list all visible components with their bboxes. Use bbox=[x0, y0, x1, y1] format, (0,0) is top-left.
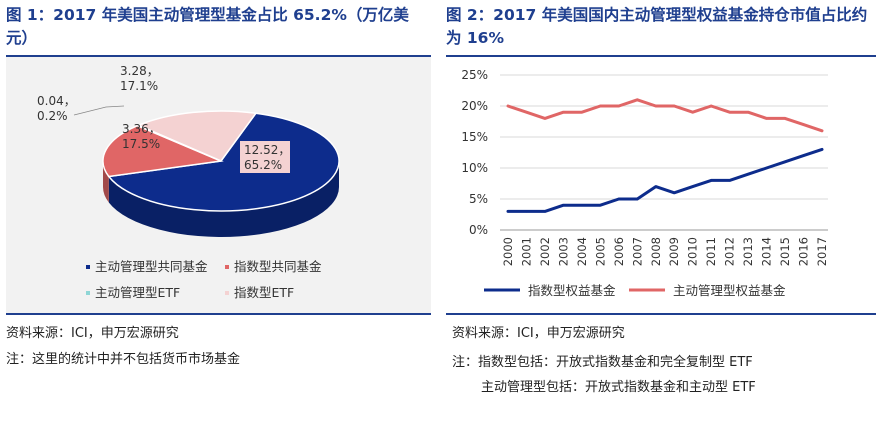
series-1-point-2008 bbox=[654, 185, 657, 188]
series-line-2 bbox=[506, 98, 824, 133]
pie-legend-label-4: 指数型ETF bbox=[234, 285, 294, 300]
x-tick-label-2006: 2006 bbox=[612, 237, 626, 266]
pie-chart: 12.52， 65.2% 3.36， 17.5% 0.04， 0.2% 3.28， 17.1%… bbox=[37, 64, 340, 300]
x-tick-label-2015: 2015 bbox=[778, 237, 792, 266]
series-1-point-2016 bbox=[802, 154, 805, 157]
series-1-point-2001 bbox=[525, 210, 528, 213]
pie-leader-line bbox=[73, 105, 125, 116]
figure1-source: 资料来源：ICI，申万宏源研究 bbox=[6, 326, 179, 341]
pie-label-3: 0.04， 0.2% bbox=[37, 94, 76, 123]
series-1-point-2010 bbox=[691, 185, 694, 188]
pie-legend-label-2: 指数型共同基金 bbox=[234, 259, 322, 274]
series-2-point-2001 bbox=[525, 111, 528, 114]
x-tick-label-2010: 2010 bbox=[686, 237, 700, 266]
pie-legend-marker-2 bbox=[225, 265, 229, 269]
series-1-point-2006 bbox=[617, 197, 621, 201]
x-tick-label-2016: 2016 bbox=[797, 237, 811, 266]
x-tick-label-2014: 2014 bbox=[760, 237, 774, 266]
series-2-point-2006 bbox=[617, 104, 621, 108]
series-1-point-2014 bbox=[765, 166, 768, 170]
pie-slice-1 bbox=[107, 112, 340, 212]
series-1-point-2002 bbox=[543, 210, 547, 213]
figure2-bottom-rule bbox=[446, 313, 876, 315]
series-2-point-2017 bbox=[820, 129, 824, 132]
series-2-point-2010 bbox=[691, 111, 694, 114]
series-2-point-2009 bbox=[673, 104, 676, 108]
figure1-note: 注：这里的统计中并不包括货币市场基金 bbox=[6, 352, 241, 367]
series-2-point-2000 bbox=[506, 104, 510, 108]
series-2-point-2005 bbox=[599, 104, 602, 108]
legend-label-1: 指数型权益基金 bbox=[528, 283, 616, 298]
series-1-point-2007 bbox=[636, 197, 639, 201]
line-chart: 0% 5% 10% 15% 20% 25% 2000 2001 2002 2003 2004 2005… bbox=[461, 68, 829, 298]
series-2-point-2004 bbox=[580, 111, 584, 114]
pie-side-2 bbox=[103, 161, 109, 203]
series-1-point-2013 bbox=[746, 173, 750, 176]
pie-label-1: 12.52， 65.2% bbox=[244, 143, 290, 172]
series-1-point-2000 bbox=[506, 210, 510, 213]
pie-sides bbox=[103, 161, 339, 238]
x-tick-label-2001: 2001 bbox=[519, 237, 533, 266]
x-tick-label-2004: 2004 bbox=[575, 237, 589, 266]
figure2-top-rule bbox=[446, 55, 876, 57]
x-tick-label-2007: 2007 bbox=[630, 237, 644, 266]
x-tick-label-2003: 2003 bbox=[556, 237, 570, 266]
series-1-point-2012 bbox=[728, 179, 731, 182]
series-2-point-2011 bbox=[709, 104, 713, 108]
x-tick-label-2009: 2009 bbox=[667, 237, 681, 266]
pie-side-1 bbox=[108, 161, 339, 238]
y-tick-label-2: 10% bbox=[461, 161, 488, 175]
series-line-1 bbox=[506, 147, 824, 213]
x-tick-label-2013: 2013 bbox=[741, 237, 755, 266]
series-2-point-2013 bbox=[746, 111, 750, 114]
pie-legend-label-1: 主动管理型共同基金 bbox=[95, 259, 208, 274]
y-tick-label-0: 0% bbox=[469, 223, 488, 237]
series-1-point-2005 bbox=[599, 204, 602, 207]
series-2-point-2015 bbox=[783, 117, 787, 120]
figure2-title: 图 2：2017 年美国国内主动管理型权益基金持仓市值占比约为 16% bbox=[446, 6, 868, 47]
x-tick-label-2008: 2008 bbox=[649, 237, 663, 266]
pie-label-box-1 bbox=[240, 141, 290, 173]
series-1-point-2011 bbox=[709, 179, 713, 182]
series-1-point-2009 bbox=[673, 191, 676, 194]
pie-legend-label-3: 主动管理型ETF bbox=[95, 285, 180, 300]
figure2-note-index: 注：指数型包括：开放式指数基金和完全复制型 ETF bbox=[452, 355, 753, 370]
line-chart-panel: 0% 5% 10% 15% 20% 25% 2000 2001 2002 2003 2004 2005… bbox=[446, 57, 876, 313]
pie-slice-2 bbox=[102, 124, 224, 178]
series-1-point-2015 bbox=[783, 160, 787, 163]
series-1-point-2003 bbox=[562, 204, 565, 207]
figure2-note-active: 主动管理型包括：开放式指数基金和主动型 ETF bbox=[481, 380, 756, 395]
series-2-point-2002 bbox=[543, 117, 547, 120]
series-1-point-2017 bbox=[820, 148, 824, 151]
x-tick-label-2002: 2002 bbox=[538, 237, 552, 266]
pie-slice-4 bbox=[136, 110, 258, 162]
x-tick-label-2000: 2000 bbox=[501, 237, 515, 266]
series-2-point-2008 bbox=[654, 104, 657, 108]
x-tick-label-2017: 2017 bbox=[815, 237, 829, 266]
figure1-top-rule bbox=[6, 55, 431, 57]
series-2-point-2003 bbox=[562, 111, 565, 114]
pie-legend-marker-3 bbox=[86, 291, 90, 295]
series-2-point-2016 bbox=[802, 123, 805, 126]
x-tick-label-2011: 2011 bbox=[704, 237, 718, 266]
pie-legend-marker-1 bbox=[86, 265, 90, 269]
series-1-point-2004 bbox=[580, 204, 584, 207]
figure1-bottom-rule bbox=[6, 313, 431, 315]
figure2-source: 资料来源：ICI，申万宏源研究 bbox=[452, 326, 625, 341]
y-tick-label-1: 5% bbox=[469, 192, 488, 206]
y-tick-label-5: 25% bbox=[461, 68, 488, 82]
figure1-title: 图 1：2017 年美国主动管理型基金占比 65.2%（万亿美元） bbox=[6, 6, 409, 47]
y-tick-label-4: 20% bbox=[461, 99, 488, 113]
y-tick-label-3: 15% bbox=[461, 130, 488, 144]
series-2-point-2014 bbox=[765, 117, 768, 120]
series-2-point-2007 bbox=[636, 98, 639, 101]
pie-label-2: 3.36， 17.5% bbox=[122, 122, 161, 151]
series-2-point-2012 bbox=[728, 111, 731, 114]
x-tick-label-2005: 2005 bbox=[593, 237, 607, 266]
legend-label-2: 主动管理型权益基金 bbox=[673, 283, 786, 298]
pie-legend-marker-4 bbox=[225, 291, 229, 295]
pie-label-4: 3.28， 17.1% bbox=[120, 64, 159, 93]
pie-chart-panel: 12.52， 65.2% 3.36， 17.5% 0.04， 0.2% 3.28， 17.1%… bbox=[6, 57, 431, 313]
x-tick-label-2012: 2012 bbox=[723, 237, 737, 266]
